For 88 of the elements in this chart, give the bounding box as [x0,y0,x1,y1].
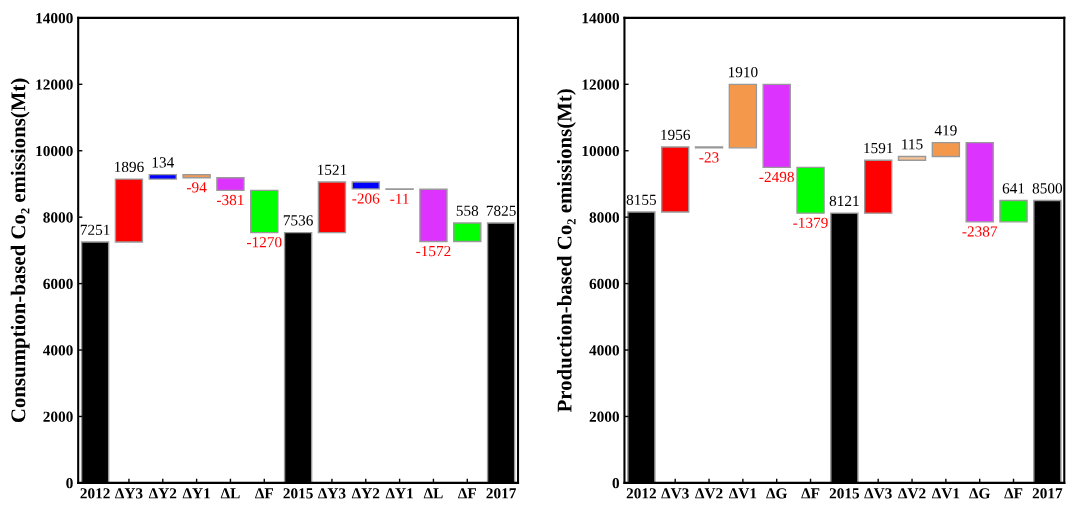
data-label: 7536 [283,215,313,226]
bar [148,173,178,180]
y-tick-label: 8000 [589,212,620,223]
x-tick-label: ΔY3 [115,488,143,499]
bar [897,155,927,162]
data-label: -11 [390,193,409,204]
x-tick-label: ΔF [458,488,476,499]
x-tick-label: ΔL [423,488,443,499]
x-tick-label: ΔY1 [385,488,413,499]
y-tick-label: 12000 [582,79,620,90]
x-tick-label: ΔY2 [148,488,177,499]
data-label: -2387 [962,226,998,237]
bar [796,166,825,214]
x-tick-label: ΔF [1004,488,1023,499]
y-tick-label: 8000 [43,212,73,223]
data-label: 8121 [829,195,859,207]
data-label: -2498 [759,171,794,183]
x-tick-label: ΔV2 [898,488,926,499]
y-tick-label: 10000 [36,145,73,157]
y-axis-title: Production-based Co₂ emissions(Mt) [556,89,576,413]
data-label: -94 [186,182,207,193]
data-label: 1896 [115,161,144,172]
x-tick-label: ΔF [801,488,820,499]
data-label: 8155 [626,194,657,205]
x-tick-label: ΔV3 [864,488,892,499]
bar [728,83,758,149]
x-tick-label: ΔF [255,488,273,499]
x-tick-label: ΔV3 [661,488,689,499]
x-tick-label: ΔL [220,488,240,499]
data-label: 1956 [661,129,691,140]
x-tick-label: ΔG [766,488,788,499]
x-tick-label: 2012 [80,488,110,499]
y-tick-label: 0 [612,478,620,489]
data-label: -1270 [247,237,282,248]
data-label: -206 [352,193,380,204]
data-label: 8500 [1032,183,1063,194]
y-tick-label: 4000 [589,345,620,356]
data-label: 115 [902,139,923,150]
data-label: 7251 [80,224,110,235]
data-label: -23 [699,152,719,163]
x-tick-label: ΔV2 [695,488,723,499]
bar [351,181,381,190]
bar [114,178,144,243]
data-label: 641 [1002,183,1025,194]
bar [453,222,482,243]
x-tick-label: 2012 [626,488,656,499]
bar [250,189,279,234]
x-tick-label: ΔY1 [182,488,210,499]
bar [660,146,690,213]
bar [419,188,448,243]
bar [762,83,791,169]
data-label: -381 [217,194,244,206]
y-tick-label: 14000 [36,13,73,24]
x-tick-label: ΔV1 [728,488,757,499]
y-tick-label: 0 [66,478,73,489]
bar [317,181,347,234]
x-tick-label: 2017 [1032,488,1063,499]
bar [965,141,994,223]
data-label: -1379 [793,217,828,228]
x-tick-label: 2015 [829,488,860,499]
data-label: -1572 [416,245,451,257]
bar [182,173,211,179]
bar [931,141,961,158]
y-tick-label: 6000 [43,278,73,290]
y-tick-label: 4000 [42,345,73,356]
data-label: 419 [934,125,957,136]
y-tick-label: 2000 [43,411,73,422]
y-tick-label: 2000 [589,411,620,422]
bar [999,199,1028,223]
y-axis-title: Consumption-based Co₂ emissions(Mt) [10,78,30,423]
y-tick-label: 10000 [582,145,620,157]
data-label: 1591 [864,142,893,154]
y-tick-label: 12000 [36,79,73,90]
bar [863,159,893,214]
data-label: 1521 [318,164,347,175]
x-tick-label: ΔY3 [318,488,346,499]
x-tick-label: ΔV1 [931,488,960,499]
data-label: 558 [456,205,479,216]
bar [216,177,245,192]
x-tick-label: 2017 [486,488,517,499]
y-tick-label: 14000 [582,13,620,24]
data-label: 1910 [728,66,758,78]
data-label: 7825 [486,205,516,216]
y-tick-label: 6000 [589,278,620,290]
x-tick-label: ΔG [969,488,991,499]
x-tick-label: ΔY2 [351,488,380,499]
data-label: 134 [152,157,174,168]
x-tick-label: 2015 [283,488,313,499]
